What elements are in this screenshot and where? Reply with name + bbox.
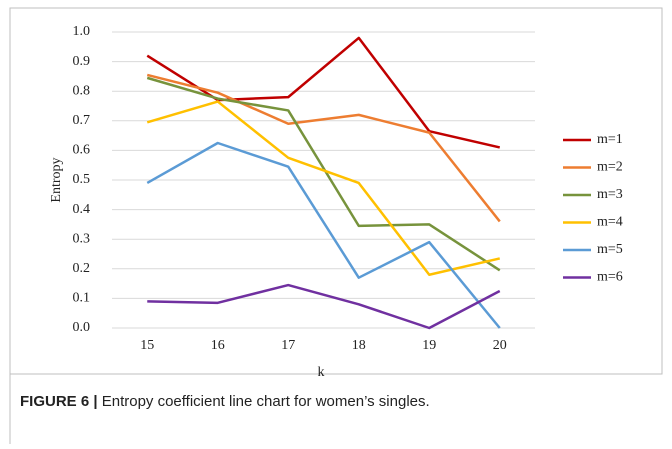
x-tick-label: 20 [493, 338, 507, 353]
legend-label: m=4 [597, 215, 623, 230]
y-axis-label: Entropy [49, 157, 64, 202]
series-line [146, 76, 501, 272]
series-line [146, 36, 501, 149]
y-tick-label: 0.2 [73, 261, 91, 276]
legend-label: m=5 [597, 242, 623, 257]
caption-text: Entropy coefficient line chart for women… [102, 393, 430, 410]
x-tick-label: 15 [140, 338, 154, 353]
legend-label: m=2 [597, 160, 623, 175]
y-tick-label: 0.5 [73, 172, 91, 187]
series-line [146, 73, 501, 223]
legend-label: m=1 [597, 132, 623, 147]
y-tick-label: 0.8 [73, 83, 91, 98]
x-tick-label: 18 [352, 338, 366, 353]
y-tick-label: 0.6 [73, 143, 91, 158]
y-tick-label: 0.4 [73, 202, 91, 217]
legend-label: m=6 [597, 270, 623, 285]
y-tick-label: 0.9 [73, 54, 91, 69]
x-tick-label: 17 [281, 338, 295, 353]
series-line [146, 100, 501, 276]
y-tick-label: 0.0 [73, 320, 91, 335]
y-tick-label: 0.7 [73, 113, 91, 128]
y-tick-label: 0.3 [73, 231, 91, 246]
x-tick-label: 19 [422, 338, 436, 353]
caption: FIGURE 6 | Entropy coefficient line char… [20, 393, 430, 410]
series-line [146, 141, 501, 329]
y-tick-label: 1.0 [73, 24, 91, 39]
y-tick-label: 0.1 [73, 291, 91, 306]
x-tick-label: 16 [211, 338, 225, 353]
chart-frame [9, 7, 663, 375]
caption-label: FIGURE 6 | [20, 393, 98, 410]
x-axis-label: k [318, 365, 325, 380]
legend-label: m=3 [597, 187, 623, 202]
series-line [147, 283, 501, 330]
